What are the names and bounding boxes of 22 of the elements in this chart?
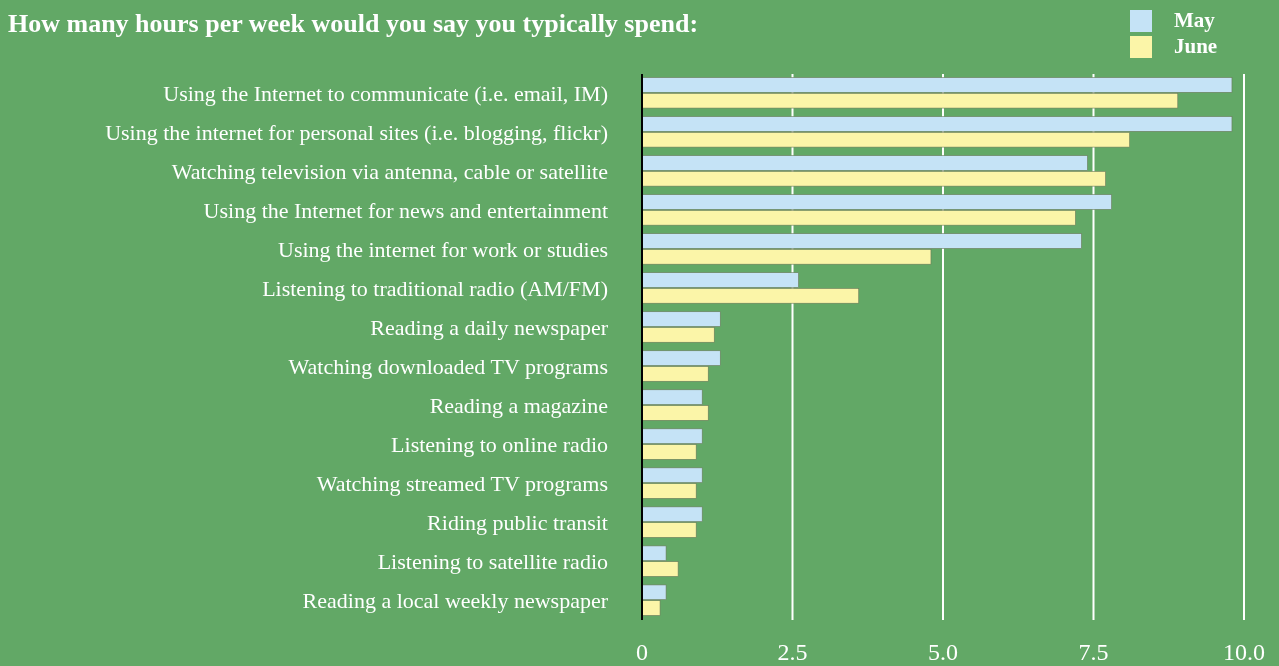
y-tick-label: Using the Internet to communicate (i.e. email, IM) <box>163 81 608 107</box>
x-tick-label: 0 <box>636 639 648 665</box>
y-tick-label: Listening to online radio <box>391 432 608 458</box>
legend-label: June <box>1174 34 1218 58</box>
y-tick-label: Watching streamed TV programs <box>316 471 608 497</box>
y-tick-label: Using the internet for personal sites (i.e. blogging, flickr) <box>105 120 608 146</box>
y-tick-label: Watching downloaded TV programs <box>288 354 608 380</box>
y-tick-label: Listening to traditional radio (AM/FM) <box>262 276 608 302</box>
y-tick-label: Listening to satellite radio <box>377 549 608 575</box>
x-tick-label: 5.0 <box>928 639 958 665</box>
y-tick-label: Reading a daily newspaper <box>370 315 609 341</box>
y-tick-label: Using the Internet for news and entertainment <box>203 198 608 224</box>
text: How many hours per week would you say you typically spend: <box>8 9 699 38</box>
x-tick-label: 7.5 <box>1078 639 1109 665</box>
x-tick-label: 10.0 <box>1223 639 1265 665</box>
y-tick-label: Watching television via antenna, cable or satellite <box>171 159 608 185</box>
y-tick-label: Riding public transit <box>427 510 608 536</box>
y-tick-label: Reading a local weekly newspaper <box>302 588 609 614</box>
y-tick-label: Reading a magazine <box>429 393 608 419</box>
y-tick-label: Using the internet for work or studies <box>278 237 608 263</box>
x-tick-label: 2.5 <box>777 639 808 665</box>
legend-label: May <box>1174 8 1216 32</box>
